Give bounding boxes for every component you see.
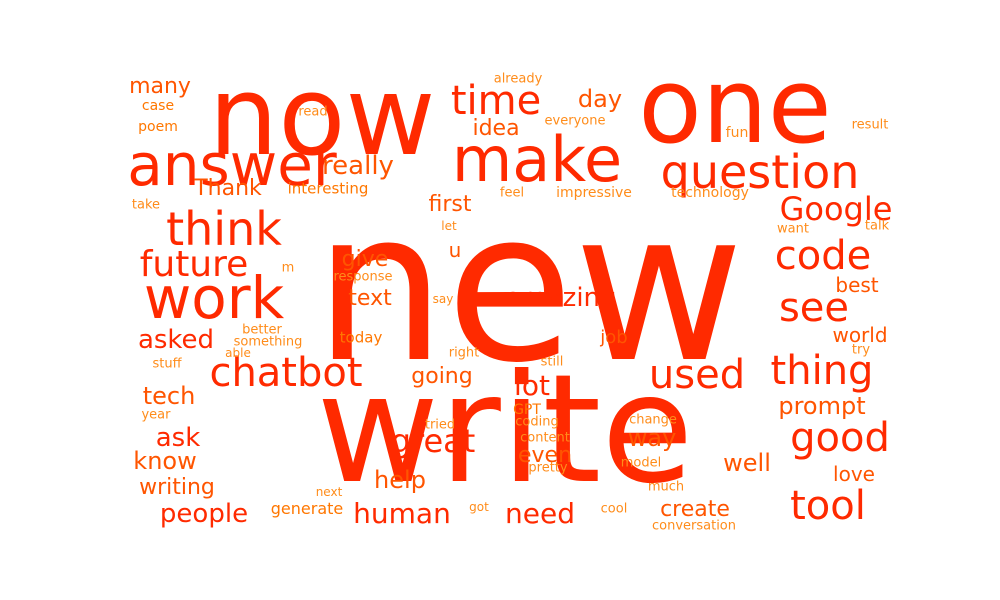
word-talk: talk xyxy=(864,218,890,234)
word-tech: tech xyxy=(142,382,196,410)
word-used: used xyxy=(648,352,746,398)
word-response: response xyxy=(333,269,393,285)
word-new: new xyxy=(314,167,744,409)
word-pretty: pretty xyxy=(528,460,568,476)
word-ask: ask xyxy=(155,423,201,453)
word-content: content xyxy=(520,430,570,446)
word-tool: tool xyxy=(790,483,866,529)
word-need: need xyxy=(505,497,575,530)
word-stuff: stuff xyxy=(152,356,182,372)
word-year: year xyxy=(141,407,171,423)
word-writing: writing xyxy=(139,475,215,500)
word-think: think xyxy=(166,202,282,256)
word-change: change xyxy=(629,412,677,428)
word-model: model xyxy=(620,455,662,471)
word-result: result xyxy=(851,117,889,133)
word-best: best xyxy=(835,273,879,297)
word-help: help xyxy=(374,466,426,494)
word-Thank: Thank xyxy=(194,176,262,201)
word-feel: feel xyxy=(499,185,525,201)
word-give: give xyxy=(341,247,389,272)
word-next: next xyxy=(315,485,343,499)
word-m: m xyxy=(281,260,295,276)
word-let: let xyxy=(441,219,457,233)
word-create: create xyxy=(660,497,730,522)
word-make: make xyxy=(451,123,623,196)
word-able: able xyxy=(225,346,251,360)
word-idea: idea xyxy=(472,116,520,141)
word-impressive: impressive xyxy=(556,185,632,201)
word-people: people xyxy=(159,499,249,529)
word-conversation: conversation xyxy=(651,518,737,534)
word-amazing: amazing xyxy=(505,283,617,313)
word-fun: fun xyxy=(725,125,749,141)
word-tried: tried xyxy=(424,417,456,433)
word-read: read xyxy=(298,104,328,120)
word-GPT: GPT xyxy=(513,402,541,418)
word-lot: lot xyxy=(514,369,550,402)
word-still: still xyxy=(540,354,564,370)
word-today: today xyxy=(339,328,383,347)
word-even: even xyxy=(517,443,573,468)
word-write: write xyxy=(316,343,694,517)
word-love: love xyxy=(833,462,875,486)
word-well: well xyxy=(723,449,771,477)
word-first: first xyxy=(428,192,472,217)
word-thing: thing xyxy=(770,348,874,394)
word-asked: asked xyxy=(137,325,215,355)
word-see: see xyxy=(778,285,850,331)
word-got: got xyxy=(469,500,489,514)
word-answer: answer xyxy=(127,131,337,199)
word-future: future xyxy=(139,244,249,285)
word-try: try xyxy=(851,342,871,358)
word-coding: coding xyxy=(515,414,559,430)
word-now: now xyxy=(208,52,436,180)
word-cool: cool xyxy=(600,501,628,517)
word-text: text xyxy=(348,286,392,311)
word-great: great xyxy=(390,422,476,460)
word-better: better xyxy=(242,322,282,338)
word-many: many xyxy=(129,74,191,99)
word-technology: technology xyxy=(671,185,749,201)
word-going: going xyxy=(411,364,473,389)
word-right: right xyxy=(448,345,480,361)
word-interesting: interesting xyxy=(287,179,369,198)
word-chatbot: chatbot xyxy=(209,350,363,396)
word-way: way xyxy=(627,424,677,452)
word-one: one xyxy=(638,45,832,167)
word-poem: poem xyxy=(138,119,178,135)
word-prompt: prompt xyxy=(778,392,866,420)
word-everyone: everyone xyxy=(544,113,606,129)
word-know: know xyxy=(133,447,197,475)
word-want: want xyxy=(777,221,809,237)
word-u: u xyxy=(448,238,462,262)
word-generate: generate xyxy=(270,499,344,518)
word-work: work xyxy=(143,264,285,332)
word-day: day xyxy=(577,85,623,113)
word-case: case xyxy=(141,98,175,114)
word-human: human xyxy=(353,497,451,530)
word-something: something xyxy=(233,334,303,350)
word-good: good xyxy=(790,415,890,461)
word-job: job xyxy=(600,327,628,348)
word-much: much xyxy=(647,479,685,495)
word-code: code xyxy=(774,233,872,279)
word-say: say xyxy=(432,292,454,306)
word-world: world xyxy=(832,323,888,347)
word-question: question xyxy=(660,145,860,199)
word-Google: Google xyxy=(779,190,893,228)
word-already: already xyxy=(493,71,543,87)
word-really: really xyxy=(322,151,394,181)
word-time: time xyxy=(450,78,542,124)
word-take: take xyxy=(131,197,161,213)
